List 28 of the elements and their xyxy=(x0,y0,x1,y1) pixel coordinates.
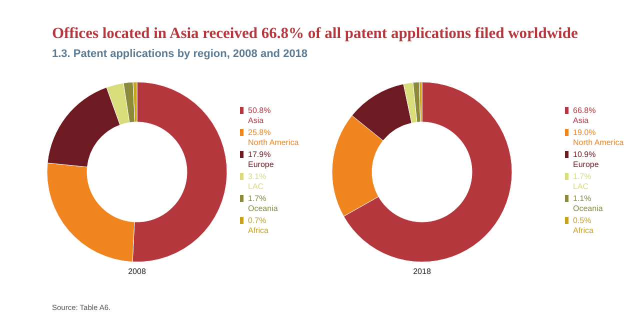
legend-label: North America xyxy=(573,138,624,147)
data-label: 3.1% xyxy=(248,172,266,181)
data-label: 1.1% xyxy=(573,194,592,203)
legend-label: Asia xyxy=(573,116,590,125)
legend-label: Europe xyxy=(248,160,274,169)
chart-title: Offices located in Asia received 66.8% of all patent applications filed worldwide xyxy=(52,25,578,42)
legend-label: LAC xyxy=(248,182,264,191)
legend-label: Africa xyxy=(248,226,269,235)
chart-subtitle: 1.3. Patent applications by region, 2008 and 2018 xyxy=(52,48,308,60)
legend-label: Europe xyxy=(573,160,600,169)
legend-label: Oceania xyxy=(573,204,604,213)
data-label: 0.5% xyxy=(573,216,592,225)
legend-label: LAC xyxy=(573,182,589,191)
data-label: 10.9% xyxy=(573,150,596,159)
legend-label: Oceania xyxy=(248,204,278,213)
data-label: 50.8% xyxy=(248,106,271,115)
data-label: 1.7% xyxy=(248,194,266,203)
text: 2008 xyxy=(128,267,146,276)
legend-label: North America xyxy=(248,138,300,147)
data-label: 25.8% xyxy=(248,128,271,137)
data-label: 19.0% xyxy=(573,128,596,137)
data-label: 1.7% xyxy=(573,172,592,181)
legend-label: Africa xyxy=(573,226,594,235)
data-label: 0.7% xyxy=(248,216,266,225)
data-label: 17.9% xyxy=(248,150,271,159)
data-label: 66.8% xyxy=(573,106,596,115)
legend-label: Asia xyxy=(248,116,264,125)
text: 2018 xyxy=(413,267,432,276)
